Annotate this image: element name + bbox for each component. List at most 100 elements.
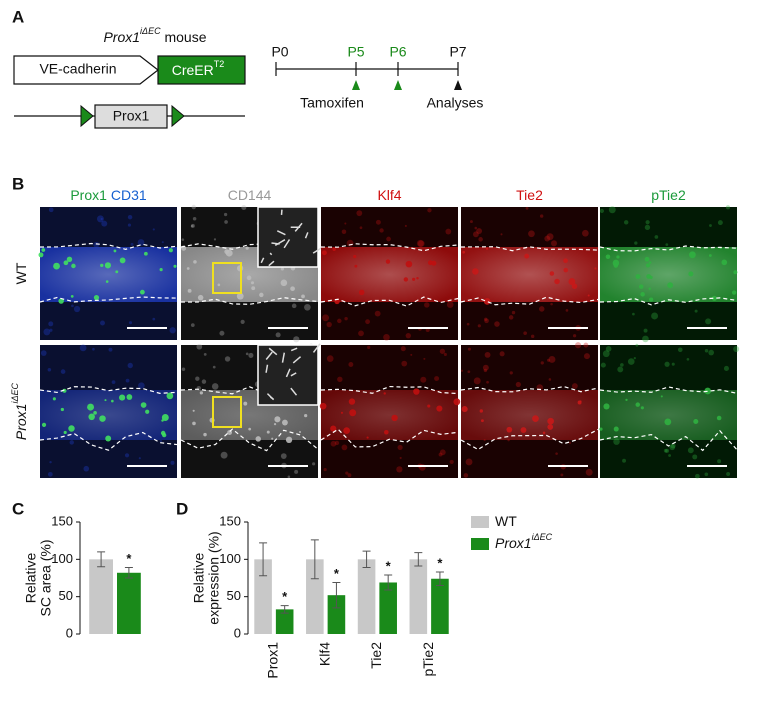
speckle xyxy=(192,421,196,426)
speckle xyxy=(168,248,173,253)
speckle xyxy=(374,310,381,317)
speckle xyxy=(463,473,469,478)
speckle xyxy=(248,427,252,431)
speckle xyxy=(645,220,650,225)
speckle xyxy=(96,215,104,223)
speckle xyxy=(161,419,164,422)
bar xyxy=(275,609,294,634)
speckle xyxy=(623,220,629,225)
speckle xyxy=(550,240,558,247)
speckle xyxy=(605,346,612,352)
speckle xyxy=(104,262,112,269)
speckle xyxy=(465,458,473,466)
speckle xyxy=(649,275,653,280)
speckle xyxy=(166,392,174,400)
speckle xyxy=(654,235,659,239)
y-axis-label: Relative xyxy=(23,553,39,604)
speckle xyxy=(105,435,112,442)
speckle xyxy=(708,349,715,356)
speckle xyxy=(599,427,603,431)
y-axis-label: SC area (%) xyxy=(38,539,54,616)
speckle xyxy=(484,317,488,321)
speckle xyxy=(383,333,390,341)
speckle xyxy=(583,353,590,360)
speckle xyxy=(220,451,228,459)
y-tick-label: 150 xyxy=(219,513,241,528)
speckle xyxy=(410,353,413,356)
speckle xyxy=(648,287,651,290)
speckle xyxy=(477,324,481,328)
speckle xyxy=(41,248,46,252)
speckle xyxy=(275,332,281,338)
speckle xyxy=(693,418,699,424)
day-arrow xyxy=(454,80,462,90)
column-part: Klf4 xyxy=(377,187,401,203)
vessel-glow xyxy=(40,390,177,440)
bar xyxy=(409,559,428,634)
speckle xyxy=(524,253,530,259)
speckle xyxy=(709,224,712,227)
bar xyxy=(117,572,141,634)
speckle xyxy=(515,381,521,388)
column-part: CD31 xyxy=(111,187,147,203)
speckle xyxy=(396,466,403,473)
speckle xyxy=(190,323,195,328)
speckle xyxy=(483,439,486,442)
speckle xyxy=(563,267,569,273)
inset-structure xyxy=(268,260,275,267)
speckle xyxy=(418,463,426,471)
speckle xyxy=(161,241,164,244)
speckle xyxy=(47,471,53,477)
speckle xyxy=(549,271,555,276)
speckle xyxy=(642,335,649,343)
speckle xyxy=(312,462,316,466)
speckle xyxy=(686,357,690,361)
speckle xyxy=(726,472,731,477)
speckle xyxy=(528,230,535,238)
speckle xyxy=(539,306,545,312)
loxp xyxy=(80,104,94,128)
speckle xyxy=(692,454,698,460)
speckle xyxy=(640,292,645,297)
speckle xyxy=(344,222,347,225)
speckle xyxy=(725,205,731,210)
boundary xyxy=(460,428,599,451)
inset-structure xyxy=(265,351,273,360)
analyses-label: Analyses xyxy=(427,95,484,111)
speckle xyxy=(403,277,409,282)
boundary xyxy=(599,245,738,252)
speckle xyxy=(548,356,556,363)
speckle xyxy=(695,473,700,479)
speckle xyxy=(187,288,192,293)
bar xyxy=(379,582,397,634)
x-tick-label: Tie2 xyxy=(368,642,384,669)
speckle xyxy=(649,297,654,302)
speckle xyxy=(343,427,350,434)
speckle xyxy=(568,441,572,444)
speckle xyxy=(251,286,256,291)
speckle xyxy=(399,456,402,460)
boundary xyxy=(320,428,459,448)
column-part: pTie2 xyxy=(651,187,686,203)
speckle xyxy=(438,452,443,457)
speckle xyxy=(613,263,619,268)
speckle xyxy=(199,391,203,395)
speckle xyxy=(69,440,74,445)
speckle xyxy=(334,440,340,446)
speckle xyxy=(92,347,95,351)
legend-name: Prox1 xyxy=(495,535,532,551)
speckle xyxy=(111,399,114,403)
speckle xyxy=(138,382,145,389)
speckle xyxy=(60,369,66,374)
boundary xyxy=(39,431,178,451)
speckle xyxy=(186,267,190,270)
x-tick-label: Prox1 xyxy=(265,642,281,679)
speckle xyxy=(127,362,133,369)
speckle xyxy=(479,409,483,413)
speckle xyxy=(467,347,471,351)
speckle xyxy=(326,355,334,362)
significance: * xyxy=(126,551,132,566)
speckle xyxy=(412,277,416,281)
vessel-glow xyxy=(40,247,177,302)
speckle xyxy=(420,376,427,383)
